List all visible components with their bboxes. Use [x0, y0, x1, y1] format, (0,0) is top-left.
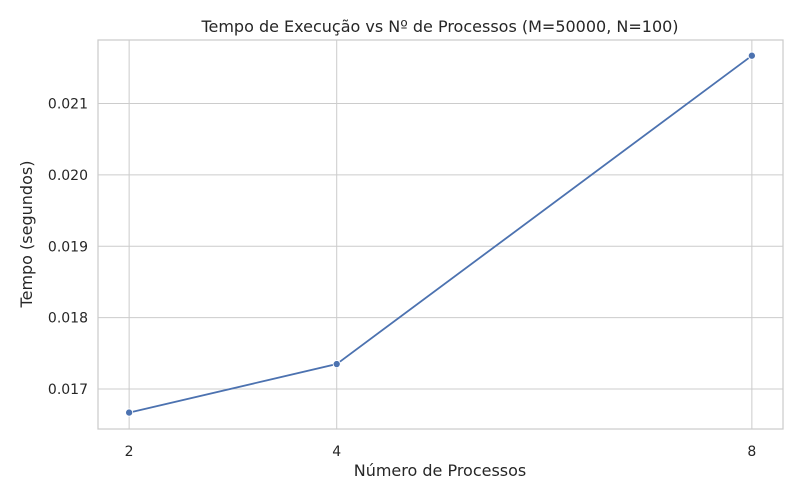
- x-axis-label: Número de Processos: [354, 461, 527, 480]
- chart-title: Tempo de Execução vs Nº de Processos (M=…: [200, 17, 678, 36]
- data-point: [747, 51, 756, 60]
- y-tick-label: 0.020: [48, 168, 88, 184]
- data-point: [125, 408, 134, 417]
- series-layer: [125, 51, 756, 417]
- data-point: [332, 359, 341, 369]
- x-tick-label: 8: [747, 444, 756, 460]
- y-tick-label: 0.021: [48, 97, 88, 113]
- y-axis-label: Tempo (segundos): [17, 161, 36, 309]
- y-tick-label: 0.017: [48, 382, 88, 398]
- x-tick-label: 4: [332, 444, 341, 460]
- grid-lines: [98, 40, 783, 429]
- x-tick-label: 2: [125, 444, 134, 460]
- plot-frame: [97, 39, 784, 430]
- x-axis-ticks: 2 4 8: [125, 444, 757, 460]
- y-tick-label: 0.018: [48, 311, 88, 327]
- y-axis-ticks: 0.017 0.018 0.019 0.020 0.021: [48, 97, 88, 399]
- series-line: [128, 54, 753, 414]
- y-tick-label: 0.019: [48, 239, 88, 255]
